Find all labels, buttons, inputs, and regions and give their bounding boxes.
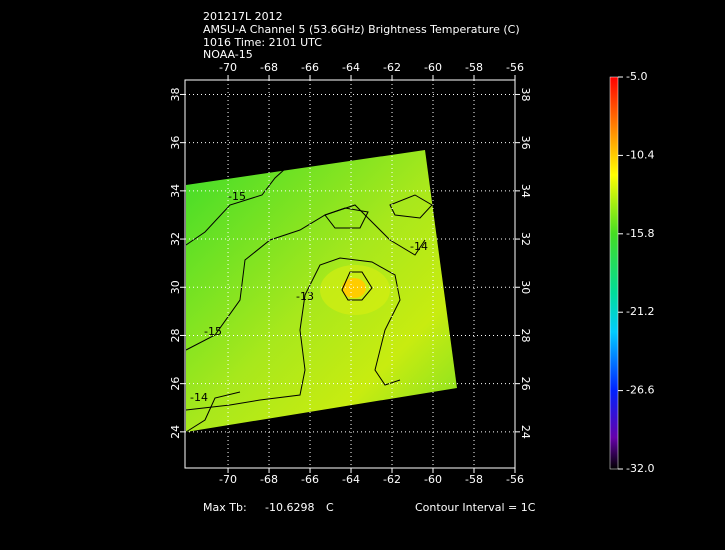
x-tick-label: -58 [465, 61, 483, 74]
contour-label: -15 [228, 190, 246, 203]
x-tick-label: -68 [260, 61, 278, 74]
y-tick-label: 24 [169, 425, 182, 439]
x-tick-label: -56 [506, 473, 524, 486]
header-line: AMSU-A Channel 5 (53.6GHz) Brightness Te… [203, 23, 520, 36]
header-line: 201217L 2012 [203, 10, 283, 23]
x-tick-label: -60 [424, 473, 442, 486]
contours: -15 -14 -13 -15 -14 [185, 167, 433, 433]
x-tick-label: -66 [301, 473, 319, 486]
contour-label: -13 [296, 290, 314, 303]
header-line: NOAA-15 [203, 48, 253, 61]
x-tick-label: -62 [383, 473, 401, 486]
max-unit: C [326, 501, 334, 514]
max-value: -10.6298 [265, 501, 314, 514]
max-label: Max Tb: [203, 501, 247, 514]
colorbar-label: -32.0 [626, 462, 654, 475]
warm-core [342, 278, 366, 298]
x-tick-label: -70 [219, 61, 237, 74]
contour-label: -14 [410, 240, 428, 253]
contour-line [185, 257, 401, 411]
y-tick-label: 28 [519, 328, 532, 342]
map-frame [184, 79, 516, 469]
y-tick-label: 26 [519, 377, 532, 391]
contour-interval: Contour Interval = 1C [415, 501, 536, 514]
x-tick-label: -58 [465, 473, 483, 486]
colorbar-label: -5.0 [626, 70, 647, 83]
y-tick-label: 32 [169, 232, 182, 246]
y-tick-label: 26 [169, 377, 182, 391]
x-tick-label: -64 [342, 473, 360, 486]
x-tick-label: -68 [260, 473, 278, 486]
y-tick-label: 34 [169, 184, 182, 198]
x-tick-label: -64 [342, 61, 360, 74]
contour-line [185, 204, 426, 351]
contour-line [389, 194, 433, 219]
axes: -70 -70 -68 -68 -66 -66 -64 -64 -62 -62 -60 -60 -58 -… [169, 61, 532, 486]
contour-label: -15 [204, 325, 222, 338]
header: 201217L 2012 AMSU-A Channel 5 (53.6GHz) … [203, 10, 520, 61]
contour-label: -14 [190, 391, 208, 404]
colorbar-label: -21.2 [626, 305, 654, 318]
colorbar [609, 76, 619, 470]
x-tick-label: -66 [301, 61, 319, 74]
y-tick-label: 38 [519, 87, 532, 101]
contour-line [185, 167, 287, 246]
contour-line [324, 207, 369, 229]
x-tick-label: -62 [383, 61, 401, 74]
x-tick-label: -70 [219, 473, 237, 486]
y-tick-label: 30 [169, 280, 182, 294]
header-line: 1016 Time: 2101 UTC [203, 36, 322, 49]
y-tick-label: 36 [169, 136, 182, 150]
colorbar-ticks: -5.0 -10.4 -15.8 -21.2 -26.6 -32.0 [618, 70, 654, 475]
colorbar-label: -15.8 [626, 227, 654, 240]
y-tick-label: 38 [169, 87, 182, 101]
y-tick-label: 28 [169, 328, 182, 342]
y-tick-label: 34 [519, 184, 532, 198]
x-tick-label: -56 [506, 61, 524, 74]
colorbar-label: -26.6 [626, 384, 654, 397]
contour-line [341, 271, 373, 301]
y-tick-label: 24 [519, 425, 532, 439]
x-tick-label: -60 [424, 61, 442, 74]
y-tick-label: 30 [519, 280, 532, 294]
contour-line [185, 391, 241, 433]
y-tick-label: 36 [519, 136, 532, 150]
y-tick-label: 32 [519, 232, 532, 246]
colorbar-label: -10.4 [626, 148, 654, 161]
